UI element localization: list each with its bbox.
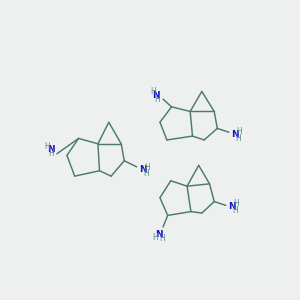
- Text: H: H: [143, 169, 149, 178]
- Text: H: H: [233, 200, 239, 208]
- Text: N: N: [152, 91, 160, 100]
- Text: H: H: [154, 94, 160, 103]
- Text: N: N: [231, 130, 239, 139]
- Text: N: N: [139, 166, 147, 175]
- Text: H: H: [152, 233, 158, 242]
- Text: H: H: [236, 134, 241, 143]
- Text: H: H: [144, 163, 150, 172]
- Text: H: H: [49, 149, 54, 158]
- Text: H: H: [232, 206, 238, 215]
- Text: N: N: [47, 146, 55, 154]
- Text: H: H: [44, 142, 50, 152]
- Text: H: H: [236, 127, 242, 136]
- Text: N: N: [155, 230, 163, 239]
- Text: N: N: [228, 202, 236, 211]
- Text: H: H: [159, 234, 165, 243]
- Text: H: H: [150, 87, 156, 96]
